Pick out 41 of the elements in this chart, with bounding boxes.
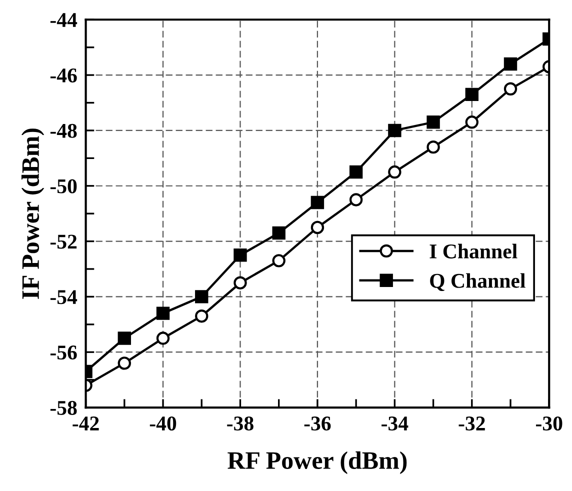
point: [504, 82, 518, 96]
point: [118, 332, 132, 345]
point: [310, 220, 324, 234]
x-tick-label: -30: [536, 416, 562, 431]
y-tick-label: -56: [50, 346, 77, 360]
x-tick-label: -32: [458, 416, 485, 431]
y-axis-title: IF Power (dBm): [21, 128, 44, 299]
point: [234, 276, 247, 290]
point: [118, 356, 132, 370]
x-tick-label: -38: [227, 416, 254, 431]
y-tick-label: -46: [50, 68, 77, 82]
point: [504, 57, 518, 71]
y-tick-label: -44: [50, 13, 78, 27]
y-tick-label: -52: [50, 234, 77, 249]
point: [388, 165, 402, 179]
point: [310, 196, 324, 210]
point: [195, 290, 208, 304]
point: [156, 306, 170, 320]
point: [349, 165, 363, 179]
legend-label: Q Channel: [430, 273, 526, 292]
x-tick-label: -34: [382, 416, 408, 431]
y-tick-label: -58: [50, 400, 77, 415]
y-tick-label: -50: [50, 179, 77, 194]
point: [426, 116, 440, 129]
y-tick-label: -54: [50, 290, 78, 304]
point: [465, 88, 478, 102]
point: [349, 193, 363, 206]
point: [388, 124, 402, 138]
x-tick-label: -42: [72, 416, 99, 430]
legend-label: I Channel: [430, 244, 518, 258]
x-axis-title: RF Power (dBm): [228, 451, 407, 474]
point: [156, 332, 170, 345]
y-tick-label: -48: [50, 124, 77, 138]
point: [426, 140, 440, 154]
x-tick-label: -40: [150, 416, 176, 431]
point: [465, 116, 478, 129]
point: [272, 254, 286, 268]
x-tick-label: -36: [304, 416, 331, 431]
point: [234, 248, 247, 262]
point: [272, 226, 286, 240]
point: [195, 310, 208, 323]
